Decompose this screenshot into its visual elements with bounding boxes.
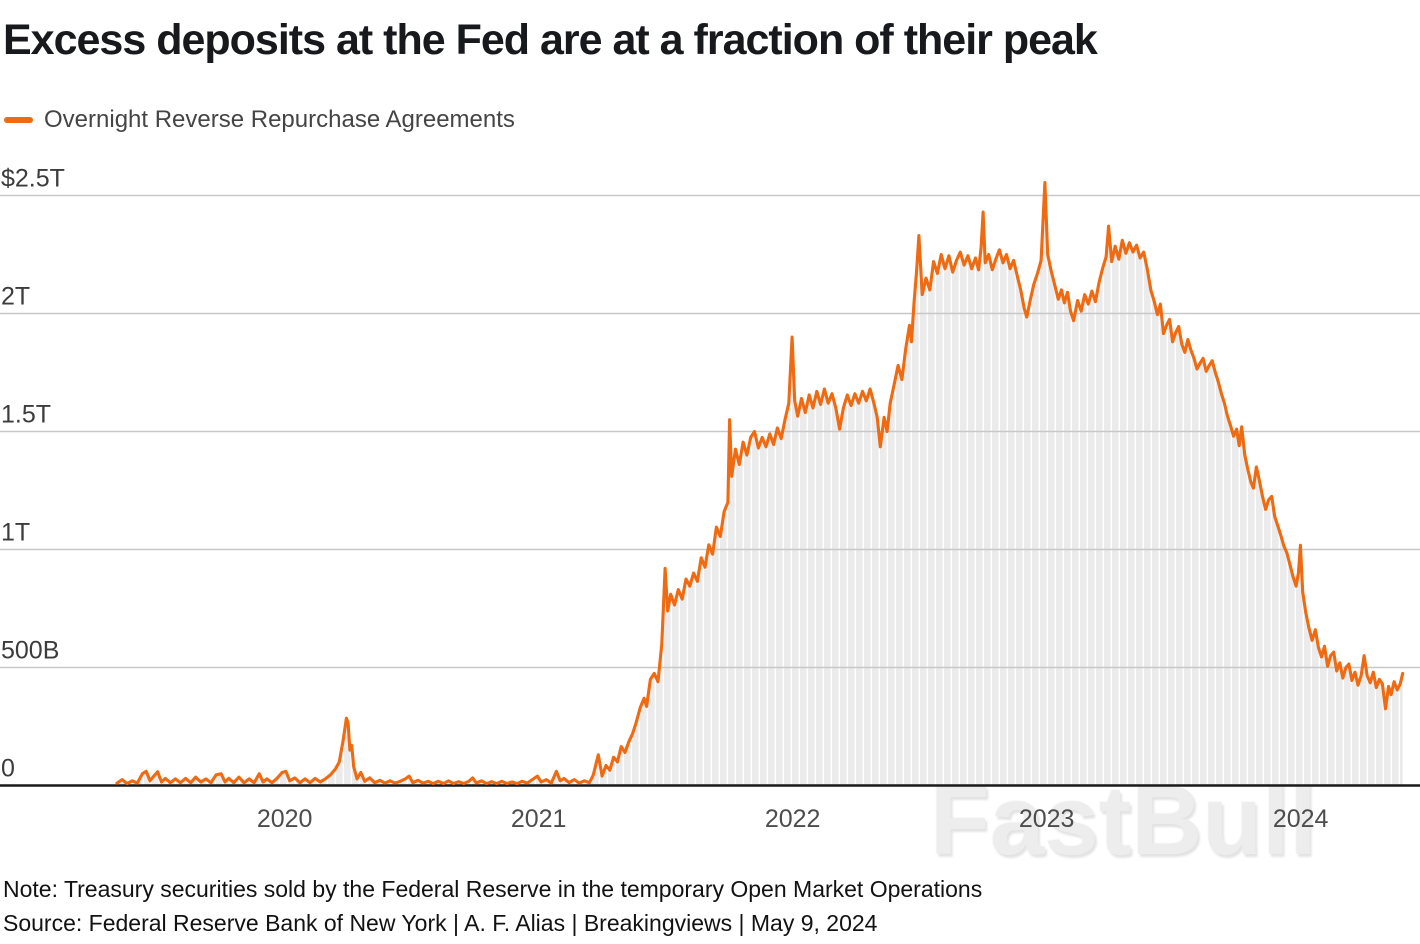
y-tick-label-0: 0 (1, 755, 15, 783)
legend-line-swatch (4, 117, 33, 123)
y-tick-label-1.5T: 1.5T (1, 401, 51, 429)
y-tick-label-500B: 500B (1, 637, 59, 665)
series-area-fill (117, 182, 1403, 786)
y-tick-label-2T: 2T (1, 283, 30, 311)
rrp-area-chart: $2.5T 2T 1.5T 1T 500B 0 2020 2021 2022 2023 2024 (0, 165, 1420, 833)
x-tick-label-2023: 2023 (1019, 805, 1075, 833)
legend-label: Overnight Reverse Repurchase Agreements (44, 106, 515, 133)
chart-source: Source: Federal Reserve Bank of New York… (3, 910, 878, 936)
x-tick-label-2022: 2022 (765, 805, 821, 833)
series-line (115, 180, 1405, 786)
legend: Overnight Reverse Repurchase Agreements (4, 106, 515, 134)
y-tick-label-1T: 1T (1, 519, 30, 547)
x-tick-label-2024: 2024 (1273, 805, 1329, 833)
chart-title: Excess deposits at the Fed are at a frac… (3, 16, 1098, 64)
x-tick-label-2020: 2020 (257, 805, 313, 833)
x-tick-label-2021: 2021 (511, 805, 567, 833)
chart-note: Note: Treasury securities sold by the Fe… (3, 876, 983, 902)
y-tick-label-$2.5T: $2.5T (1, 165, 65, 193)
